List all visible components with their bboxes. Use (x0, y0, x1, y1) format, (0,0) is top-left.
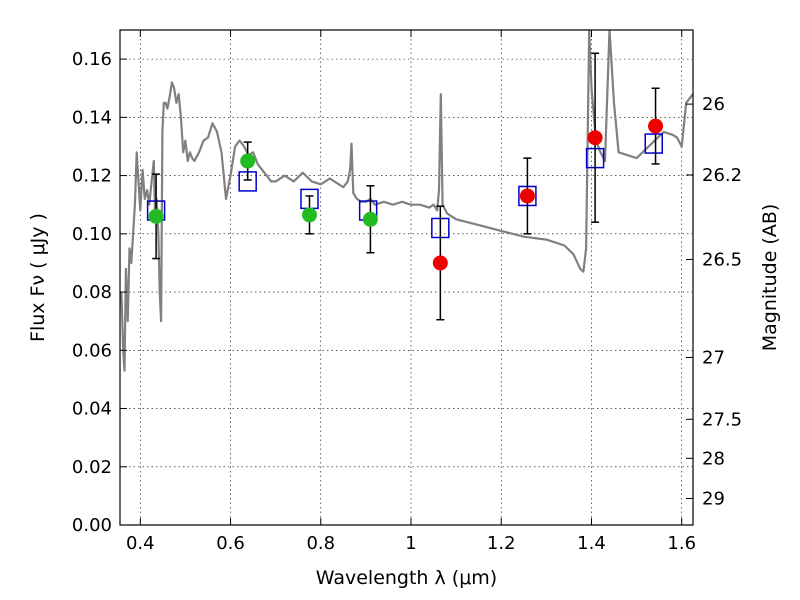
axis-tick-labels: 0.4 0.6 0.8 1 1.2 1.4 1.6 0.00 0.02 0.04 0.06 0.08 0… (72, 49, 742, 554)
x-tick-label: 0.4 (126, 533, 155, 554)
y2-tick-label: 26.2 (702, 165, 742, 186)
x-tick-label: 1.6 (667, 533, 696, 554)
observed-flux-point (148, 208, 164, 224)
x-tick-label: 1.2 (487, 533, 516, 554)
y2-tick-label: 27 (702, 347, 725, 368)
y-tick-label: 0.06 (72, 340, 112, 361)
x-tick-label: 1 (405, 533, 416, 554)
observed-flux-point (240, 153, 256, 169)
axis-ticks (120, 30, 693, 526)
y-tick-label: 0.04 (72, 399, 112, 420)
model-photometry-square (644, 133, 663, 154)
plot-frame (119, 29, 694, 526)
x-tick-label: 1.4 (577, 533, 606, 554)
observed-flux-point (362, 211, 378, 227)
y-tick-label: 0.08 (72, 282, 112, 303)
y2-tick-label: 26 (702, 94, 725, 115)
y-tick-label: 0.00 (72, 515, 112, 536)
y-tick-label: 0.02 (72, 457, 112, 478)
x-tick-label: 0.6 (216, 533, 245, 554)
x-tick-label: 0.8 (306, 533, 335, 554)
y2-tick-label: 28 (702, 448, 725, 469)
y-axis-label: Flux Fν ( μJy ) (27, 213, 49, 342)
observed-flux-point (519, 188, 535, 204)
y-tick-label: 0.10 (72, 224, 112, 245)
y-tick-label: 0.12 (72, 166, 112, 187)
y2-tick-label: 26.5 (702, 249, 742, 270)
observed-flux-point (587, 130, 603, 146)
y2-axis-label: Magnitude (AB) (759, 204, 781, 352)
model-spectrum-line (120, 30, 693, 372)
x-axis-label: Wavelength λ (μm) (316, 567, 497, 589)
observed-flux-point (301, 207, 317, 223)
y-tick-label: 0.14 (72, 107, 112, 128)
y-tick-label: 0.16 (72, 49, 112, 70)
y2-tick-label: 29 (702, 488, 725, 509)
observed-flux-point (432, 255, 448, 271)
y2-tick-label: 27.5 (702, 409, 742, 430)
observed-flux-point (648, 118, 664, 134)
plot-content (120, 30, 693, 372)
